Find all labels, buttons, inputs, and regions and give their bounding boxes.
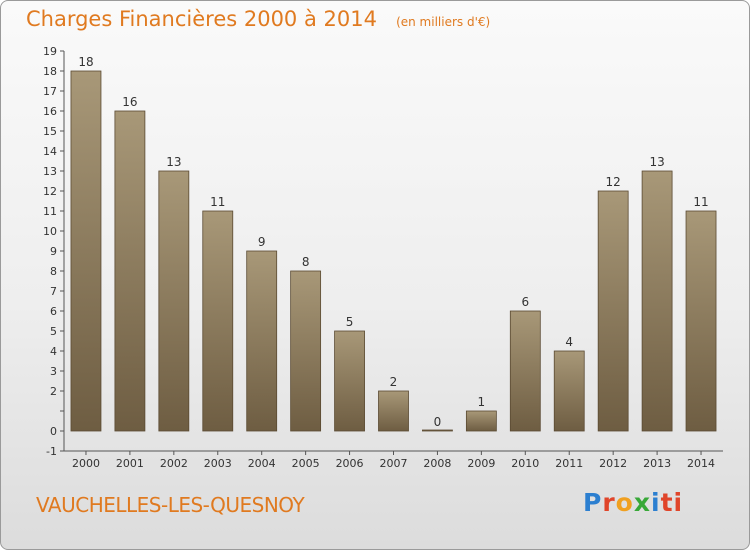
x-tick-label: 2003: [204, 457, 232, 470]
bar: [422, 429, 453, 432]
x-tick-label: 2002: [160, 457, 188, 470]
y-tick-label: 6: [50, 305, 57, 318]
y-tick-label: 12: [43, 185, 57, 198]
y-tick-label: 8: [50, 265, 57, 278]
y-tick-label: 5: [50, 325, 57, 338]
bar-value-label: 16: [122, 95, 137, 109]
bar-value-label: 12: [606, 175, 621, 189]
bar-value-label: 11: [210, 195, 225, 209]
bar-value-label: 8: [302, 255, 310, 269]
y-tick-label: 13: [43, 165, 57, 178]
y-tick-label: 19: [43, 45, 57, 58]
bar-value-label: 5: [346, 315, 354, 329]
x-tick-label: 2004: [248, 457, 276, 470]
bar: [70, 70, 102, 432]
bar-value-label: 2: [390, 375, 398, 389]
x-tick-label: 2011: [555, 457, 583, 470]
bar: [641, 170, 673, 432]
x-tick-label: 2010: [511, 457, 539, 470]
y-tick-label: 3: [50, 365, 57, 378]
bar: [158, 170, 190, 432]
bar-value-label: 0: [434, 415, 442, 429]
bar-value-label: 9: [258, 235, 266, 249]
y-tick-label: 11: [43, 205, 57, 218]
x-tick-label: 2012: [599, 457, 627, 470]
x-tick-label: 2009: [467, 457, 495, 470]
y-tick-label: 14: [43, 145, 57, 158]
bar-value-label: 13: [166, 155, 181, 169]
bar: [246, 250, 278, 432]
y-tick-label: 16: [43, 105, 57, 118]
x-tick-label: 2000: [72, 457, 100, 470]
y-tick-label: 15: [43, 125, 57, 138]
bar: [378, 390, 409, 432]
bar-value-label: 1: [478, 395, 486, 409]
y-tick-label: 0: [50, 425, 57, 438]
proxiti-logo: Proxiti: [583, 488, 684, 517]
bar-value-label: 13: [649, 155, 664, 169]
chart-title: Charges Financières 2000 à 2014 (en mill…: [26, 7, 490, 31]
bar: [597, 190, 629, 432]
x-tick-label: 2008: [423, 457, 451, 470]
y-tick-label: 7: [50, 285, 57, 298]
bar-value-label: 11: [693, 195, 708, 209]
bar-value-label: 18: [78, 55, 93, 69]
x-tick-label: 2007: [380, 457, 408, 470]
y-tick-label: -1: [46, 445, 57, 458]
bar-value-label: 6: [521, 295, 529, 309]
x-tick-label: 2014: [687, 457, 715, 470]
y-tick-label: 10: [43, 225, 57, 238]
y-tick-label: 9: [50, 245, 57, 258]
bar: [685, 210, 717, 432]
y-tick-label: 18: [43, 65, 57, 78]
chart-unit-text: (en milliers d'€): [396, 15, 491, 29]
bar-value-label: 4: [565, 335, 573, 349]
x-tick-label: 2006: [336, 457, 364, 470]
bar: [509, 310, 541, 432]
y-tick-label: 2: [50, 385, 57, 398]
chart-title-text: Charges Financières 2000 à 2014: [26, 7, 377, 31]
x-tick-label: 2005: [292, 457, 320, 470]
y-tick-label: 4: [50, 345, 57, 358]
bar: [202, 210, 234, 432]
x-tick-label: 2013: [643, 457, 671, 470]
y-tick-label: 17: [43, 85, 57, 98]
bar: [334, 330, 365, 432]
x-tick-label: 2001: [116, 457, 144, 470]
bar: [465, 410, 497, 432]
town-name: VAUCHELLES-LES-QUESNOY: [36, 493, 305, 517]
bar: [553, 350, 585, 432]
bar: [114, 110, 146, 432]
bar: [290, 270, 322, 432]
